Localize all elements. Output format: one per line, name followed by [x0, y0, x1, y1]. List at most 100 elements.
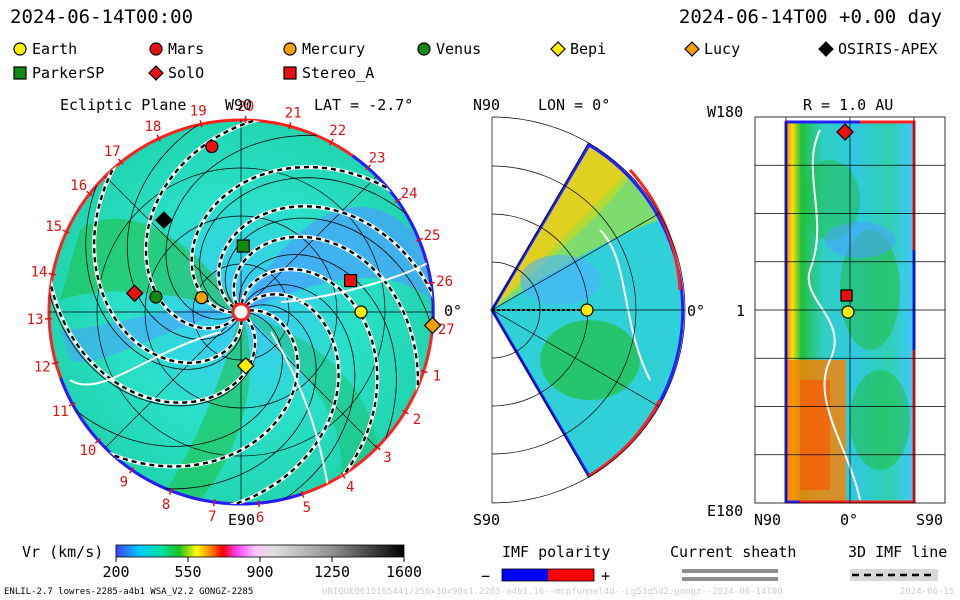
footer-model: ENLIL-2.7 lowres-2285-a4b1 WSA_V2.2 GONG…	[4, 587, 254, 597]
current-sheath-line	[280, 259, 433, 303]
footer-run-id: UNIQUE0615165441/256x30x90x1.2285-a4b1.1…	[322, 587, 783, 597]
circle-marker-icon	[149, 42, 163, 56]
radial-grid-line	[491, 309, 589, 478]
legend-label: ParkerSP	[32, 64, 105, 82]
carrington-tick	[117, 158, 124, 165]
legend-item-stereo-a: Stereo_A	[282, 64, 374, 82]
meridional-top-label: N90	[473, 96, 501, 114]
imf-line-title: 3D IMF line	[848, 543, 948, 561]
legend-label: SolO	[168, 64, 205, 82]
carrington-tick	[62, 229, 70, 234]
green-region	[850, 370, 910, 470]
imf-line	[217, 205, 433, 309]
green-region	[800, 160, 860, 240]
legend-item-lucy: Lucy	[684, 40, 740, 58]
ecliptic-top-label: W90	[225, 96, 253, 114]
shell-r-label: R = 1.0 AU	[803, 96, 894, 114]
carrington-label: 17	[104, 144, 121, 160]
ecliptic-right-label: 0°	[444, 302, 463, 320]
colorbar-tick-label: 1600	[385, 563, 423, 581]
imf-line	[144, 120, 261, 330]
carrington-tick	[300, 490, 305, 498]
legend-item-mars: Mars	[148, 40, 204, 58]
imf-line	[107, 309, 299, 468]
carrington-tick	[420, 369, 428, 374]
imf-line	[232, 235, 420, 393]
spiral-line	[243, 284, 356, 503]
current-sheath-line	[69, 331, 222, 386]
imf-polarity-positive	[548, 569, 594, 581]
carrington-label: 8	[162, 497, 170, 513]
ecliptic-rim-negative	[351, 154, 435, 323]
carrington-tick	[427, 281, 435, 285]
spiral-line	[165, 134, 322, 320]
body-solo	[836, 123, 854, 141]
carrington-label: 3	[383, 450, 391, 466]
imf-minus-label: −	[481, 567, 491, 585]
shell-top-left: W180	[707, 103, 744, 121]
carrington-tick	[288, 122, 292, 130]
spiral-line	[126, 121, 239, 340]
meridional-bottom-label: S90	[473, 511, 501, 529]
body-bepi	[236, 356, 255, 375]
legend-item-venus: Venus	[416, 40, 481, 58]
carrington-label: 2	[413, 412, 421, 428]
current-sheath-sample	[682, 577, 778, 581]
square-marker-icon	[283, 66, 297, 80]
carrington-tick	[86, 190, 93, 197]
square-marker-icon	[13, 66, 27, 80]
carrington-label: 10	[79, 443, 96, 459]
carrington-tick	[340, 471, 346, 479]
imf-plus-label: +	[601, 567, 611, 585]
body-mercury	[194, 291, 209, 305]
current-sheath-sample	[682, 569, 778, 573]
legend-item-bepi: Bepi	[550, 40, 606, 58]
imf-spiral-lines	[49, 120, 433, 504]
ecliptic-bottom-label: E90	[228, 511, 256, 529]
inner-boundary	[231, 302, 251, 322]
circle-marker-icon	[283, 42, 297, 56]
carrington-label: 18	[144, 119, 161, 135]
carrington-tick	[402, 409, 409, 415]
spiral-line	[85, 180, 244, 370]
green-band	[160, 312, 250, 500]
colorbar-tick-label: 1250	[313, 563, 351, 581]
imf-line	[229, 293, 340, 504]
radial-grid-line	[491, 142, 589, 311]
shell-x-left: N90	[754, 511, 782, 529]
meridional-right-label: 0°	[687, 302, 706, 320]
colorbar-tick-label: 550	[174, 563, 202, 581]
body-earth	[580, 303, 594, 317]
carrington-label: 26	[436, 274, 453, 290]
imf-polarity-negative	[502, 569, 548, 581]
imf-polarity-frame	[501, 568, 595, 582]
carrington-label: 21	[285, 106, 302, 122]
meridional-panel	[490, 116, 686, 504]
legend-label: Venus	[436, 40, 482, 58]
carrington-tick	[374, 444, 381, 451]
carrington-label: 22	[329, 123, 346, 139]
carrington-label: 14	[31, 265, 48, 281]
colorbar	[115, 544, 405, 558]
spiral-line	[71, 312, 283, 447]
imf-polarity-title: IMF polarity	[502, 543, 611, 561]
body-lucy	[423, 316, 442, 335]
current-sheath-line	[807, 129, 861, 501]
legend-item-mercury: Mercury	[282, 40, 365, 58]
carrington-label: 19	[190, 104, 207, 120]
body-solo	[125, 284, 144, 303]
carrington-label: 24	[401, 186, 418, 202]
body-venus	[149, 290, 163, 304]
carrington-label: 13	[27, 312, 44, 328]
body-earth	[354, 305, 368, 319]
ecliptic-panel	[47, 118, 435, 506]
body-stereo-a	[343, 273, 358, 288]
carrington-tick	[51, 361, 59, 365]
colorbar-tick-label: 200	[102, 563, 130, 581]
carrington-tick	[156, 134, 161, 142]
carrington-tick	[128, 467, 135, 474]
spiral-line	[160, 304, 317, 490]
carrington-label: 23	[369, 150, 386, 166]
ecliptic-rim-negative	[59, 377, 303, 506]
